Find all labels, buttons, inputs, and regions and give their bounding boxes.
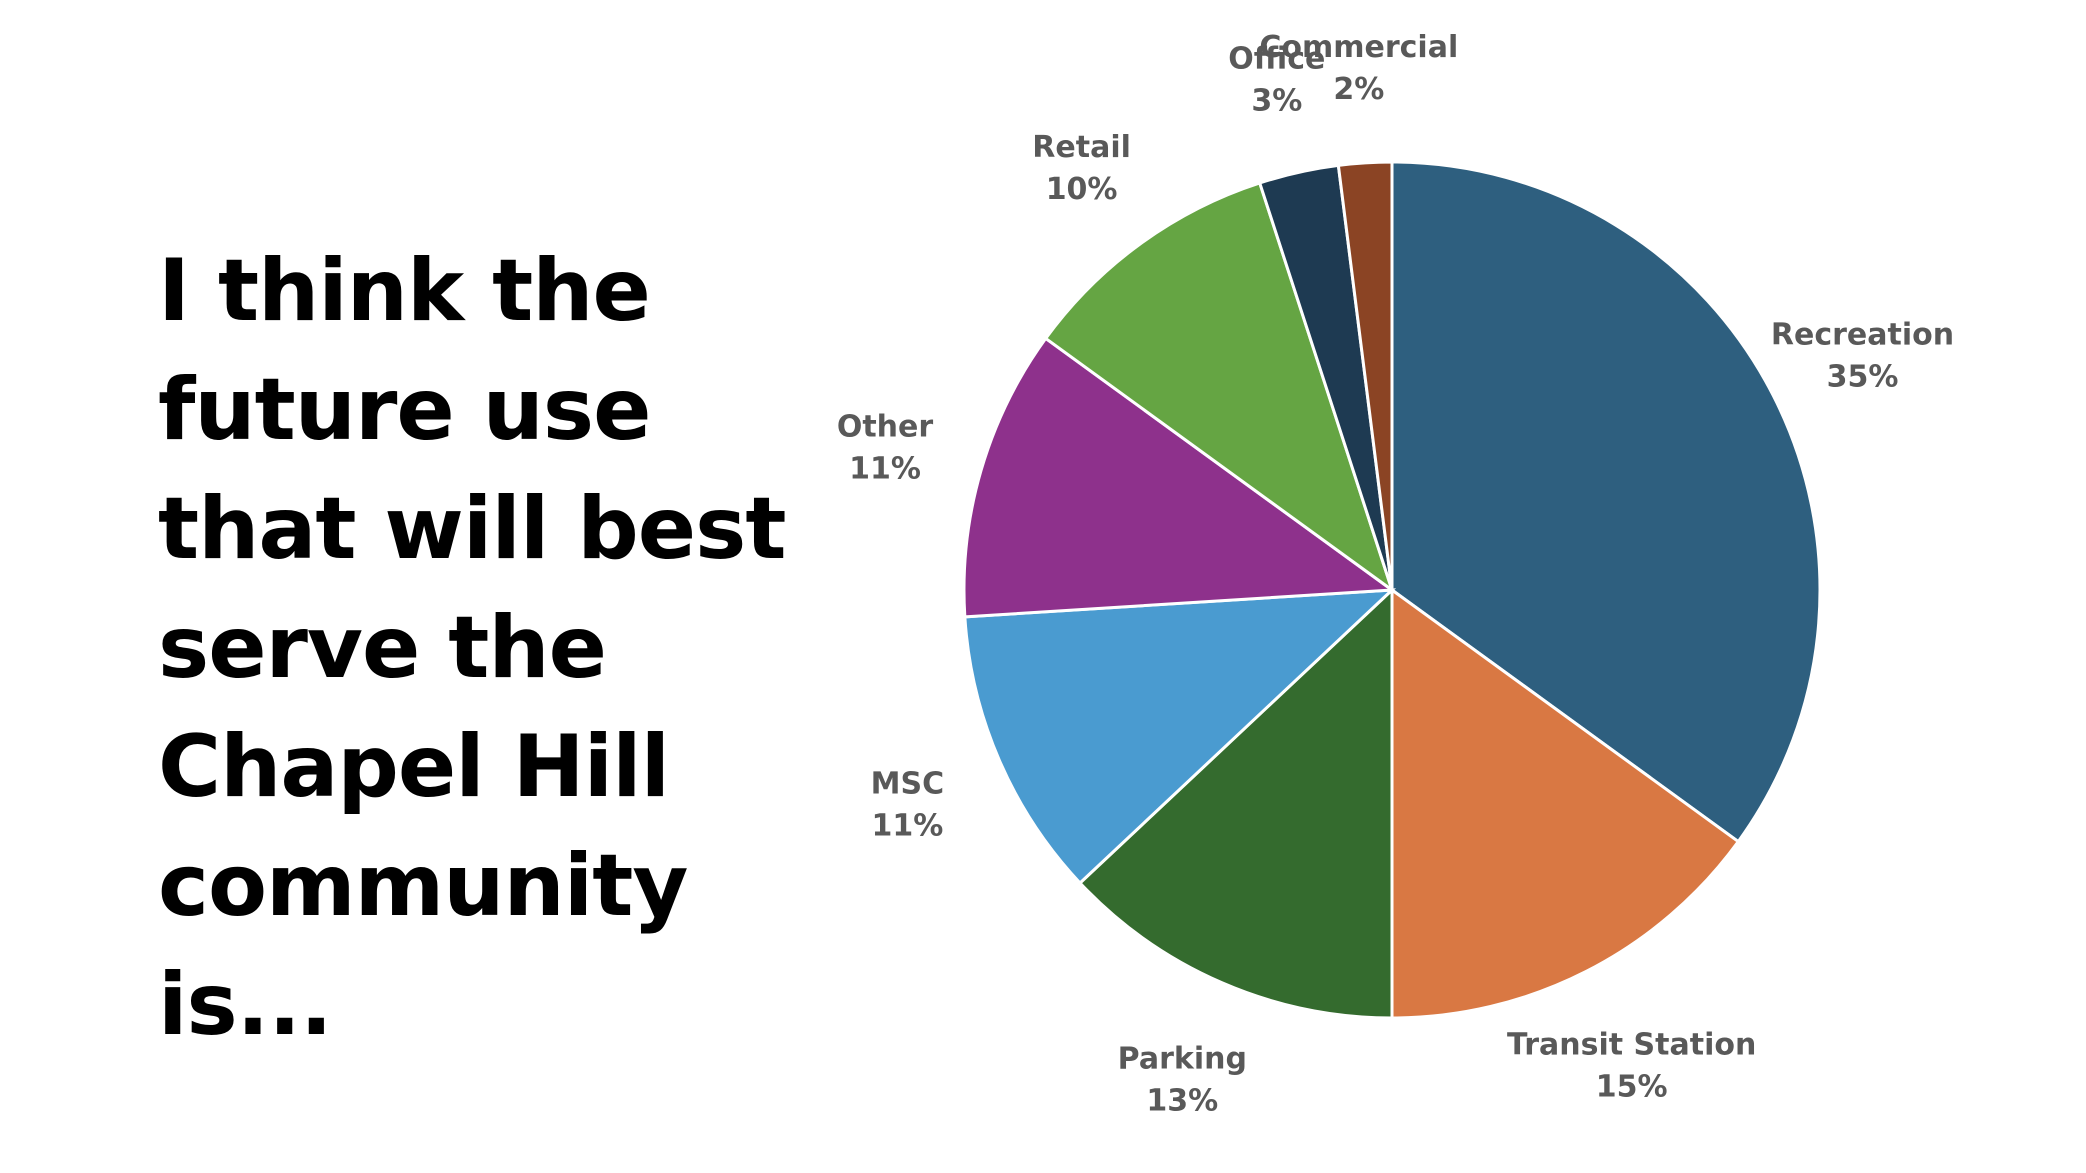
- data-label-category: MSC: [871, 767, 944, 802]
- data-label-office: Office 3%: [1228, 42, 1325, 119]
- data-label-other: Other 11%: [837, 410, 934, 487]
- data-label-commercial: Commercial 2%: [1259, 30, 1458, 107]
- data-label-percent: 35%: [1827, 359, 1899, 394]
- data-label-parking: Parking 13%: [1118, 1042, 1247, 1119]
- data-label-category: Parking: [1118, 1042, 1247, 1077]
- data-label-category: Transit Station: [1507, 1028, 1756, 1063]
- data-label-category: Other: [837, 410, 934, 445]
- data-label-recreation: Recreation 35%: [1771, 317, 1954, 394]
- pie-slice-msc: [963, 588, 1397, 886]
- pie-data-labels: Recreation 35% Transit Station 15% Parking 13…: [837, 30, 1954, 1119]
- pie-slice-transit-station: [1390, 587, 1741, 1020]
- data-label-percent: 3%: [1251, 84, 1302, 119]
- data-label-category: Office: [1228, 42, 1325, 77]
- pie-slice-retail: [1043, 181, 1395, 594]
- data-label-category: Retail: [1032, 130, 1131, 165]
- data-label-percent: 11%: [849, 452, 921, 487]
- data-label-category: Commercial: [1259, 30, 1458, 65]
- data-label-percent: 2%: [1333, 72, 1384, 107]
- data-label-percent: 13%: [1146, 1084, 1218, 1119]
- data-label-percent: 15%: [1596, 1070, 1668, 1105]
- pie-slices: [962, 160, 1822, 1020]
- data-label-percent: 11%: [871, 809, 943, 844]
- pie-slice-commercial: [1336, 160, 1394, 591]
- data-label-transit-station: Transit Station 15%: [1507, 1028, 1756, 1105]
- slide-title: I think the future use that will best se…: [158, 241, 786, 1055]
- pie-slice-parking: [1077, 586, 1394, 1020]
- data-label-percent: 10%: [1046, 172, 1118, 207]
- data-label-retail: Retail 10%: [1032, 130, 1131, 207]
- data-label-msc: MSC 11%: [871, 767, 944, 844]
- pie-slice-recreation: [1390, 160, 1822, 844]
- data-label-category: Recreation: [1771, 317, 1954, 352]
- pie-slice-other: [962, 336, 1397, 619]
